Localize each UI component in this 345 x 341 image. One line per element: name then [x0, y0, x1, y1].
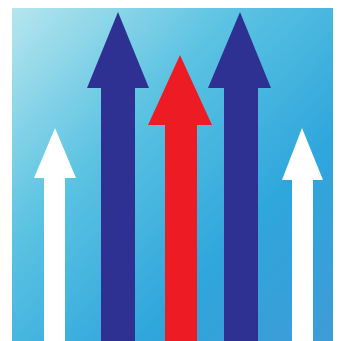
white-arrow-left [34, 128, 76, 341]
blue-arrow-left [87, 12, 149, 341]
white-arrow-right [282, 128, 323, 341]
blue-arrow-right [208, 12, 271, 341]
red-arrow [148, 55, 212, 341]
